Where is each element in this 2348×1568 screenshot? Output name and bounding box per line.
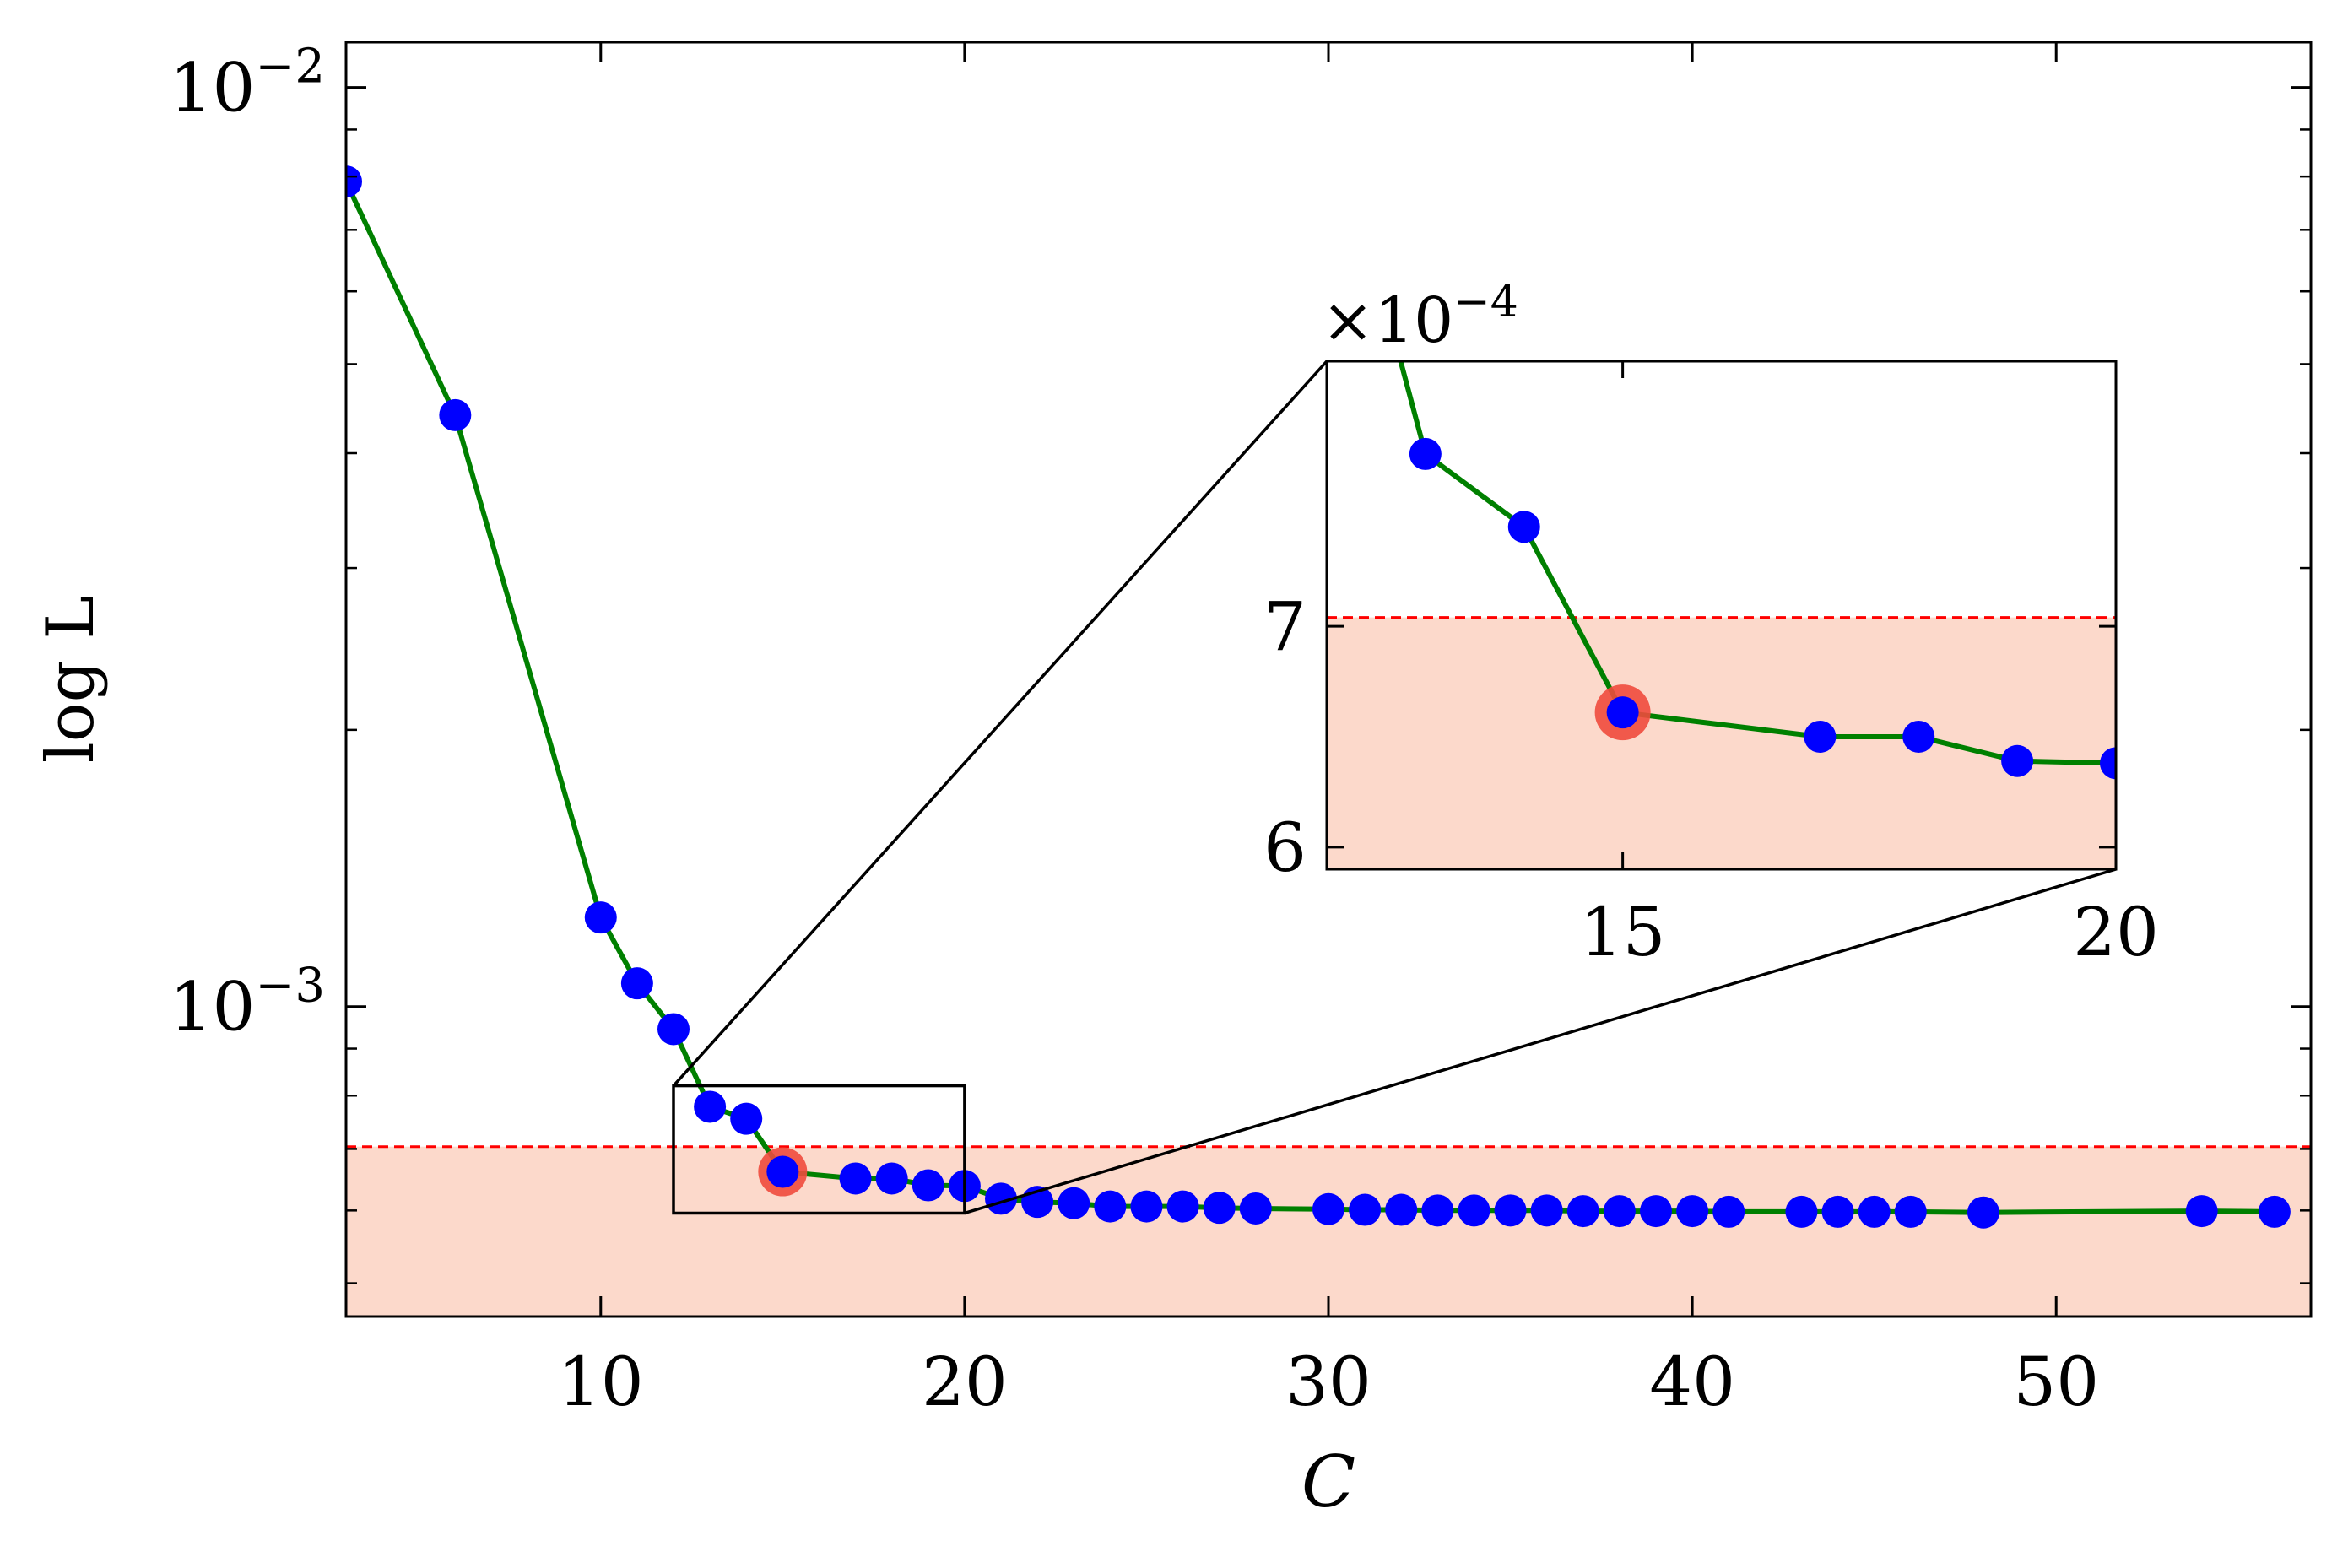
data-point [875,1162,908,1195]
zoom-source-box [672,1084,966,1215]
inset-data-point [1902,720,1935,753]
y-tick-label: 10−2 [170,40,325,127]
data-point [439,398,472,431]
inset-data-point [1409,437,1442,470]
main-plot: 10 20 30 40 50 10−2 10−3 C log L [33,40,2313,1523]
data-point [1821,1195,1854,1228]
x-tick-label: 50 [2013,1343,2099,1421]
y-axis-title: log L [33,596,109,763]
data-point [1458,1194,1490,1227]
data-point [1566,1195,1599,1228]
data-point [1894,1195,1927,1228]
zoom-connector-right [964,868,2117,1215]
data-point [1166,1190,1199,1223]
x-tick-label: 20 [922,1343,1008,1421]
main-plot-frame [344,41,2313,1318]
inset-y-tick-label: 6 [1263,808,1307,887]
data-point [1094,1190,1127,1223]
data-point [657,1013,690,1046]
x-tick-label: 30 [1285,1343,1371,1421]
x-tick-label: 40 [1649,1343,1735,1421]
data-point [1312,1192,1344,1225]
data-point [730,1102,763,1135]
y-tick-label: 10−3 [170,959,325,1046]
data-point [1712,1195,1745,1228]
data-point [584,901,617,934]
inset-plot-frame [1325,360,2118,871]
inset-y-tick-label: 7 [1263,587,1307,666]
data-point [1494,1194,1527,1227]
x-axis-title: C [1301,1441,1355,1523]
x-tick-label: 10 [558,1343,644,1421]
data-point [1967,1196,1999,1229]
data-point [1058,1187,1090,1219]
data-point [1130,1190,1163,1223]
inset-data-point [1606,696,1639,729]
data-point [766,1155,799,1188]
data-point [1421,1194,1454,1227]
data-point [1203,1192,1236,1225]
inset-multiplier-label: ×10−4 [1322,277,1518,357]
acceptable-region-band [346,1146,2311,1317]
data-point [912,1169,944,1202]
inset-data-point [2001,744,2034,777]
data-point [985,1182,1017,1215]
data-point [1239,1192,1272,1225]
data-point [839,1162,872,1195]
data-point [694,1090,727,1123]
zoom-connector-left [672,360,1328,1087]
inset-data-point [1804,720,1837,753]
zoom-indicator [672,360,2117,1215]
data-point [1676,1195,1709,1228]
data-point [1858,1195,1891,1228]
data-point [620,967,653,1000]
data-point [1640,1195,1672,1228]
inset-acceptable-region-band [1327,617,2116,869]
inset-plot: 15 20 6 7 ×10−4 [1263,277,2159,971]
data-point [1603,1195,1636,1228]
data-point [2185,1195,2218,1228]
data-point [1349,1193,1382,1226]
data-point [2258,1195,2291,1228]
inset-x-tick-label: 20 [2073,893,2159,971]
data-point [1785,1195,1818,1228]
inset-x-tick-label: 15 [1580,893,1666,971]
data-point [1530,1194,1563,1227]
inset-series-line [1398,361,2116,766]
inset-data-point [1507,511,1540,543]
data-point [1385,1193,1418,1226]
inset-data-point [2100,747,2116,780]
data-point [346,165,362,198]
